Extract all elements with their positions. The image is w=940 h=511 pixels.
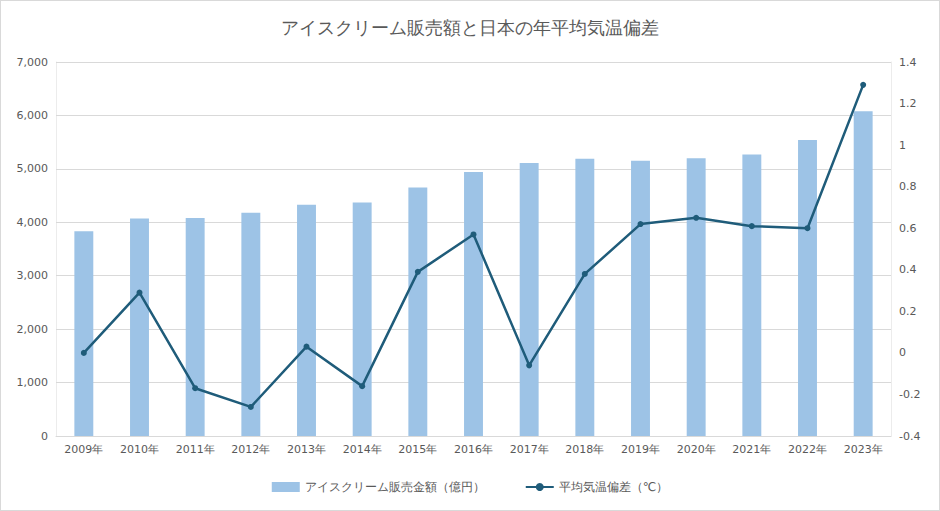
svg-text:2012年: 2012年 <box>231 443 270 456</box>
svg-text:3,000: 3,000 <box>17 269 49 282</box>
svg-text:2020年: 2020年 <box>677 443 716 456</box>
svg-text:0.8: 0.8 <box>899 180 917 193</box>
svg-text:2,000: 2,000 <box>17 323 49 336</box>
svg-text:1.2: 1.2 <box>899 97 917 110</box>
svg-text:2021年: 2021年 <box>732 443 771 456</box>
svg-text:2023年: 2023年 <box>844 443 883 456</box>
svg-text:0.4: 0.4 <box>899 263 917 276</box>
svg-text:2019年: 2019年 <box>621 443 660 456</box>
svg-text:2010年: 2010年 <box>120 443 159 456</box>
svg-text:0.6: 0.6 <box>899 222 917 235</box>
svg-text:1.4: 1.4 <box>899 56 917 69</box>
svg-text:アイスクリーム販売額と日本の年平均気温偏差: アイスクリーム販売額と日本の年平均気温偏差 <box>281 17 659 38</box>
svg-text:2017年: 2017年 <box>510 443 549 456</box>
svg-text:-0.2: -0.2 <box>899 388 920 401</box>
svg-text:0: 0 <box>899 346 906 359</box>
svg-text:2015年: 2015年 <box>398 443 437 456</box>
svg-text:1,000: 1,000 <box>17 376 49 389</box>
svg-text:0.2: 0.2 <box>899 305 917 318</box>
svg-text:2016年: 2016年 <box>454 443 493 456</box>
svg-text:2009年: 2009年 <box>64 443 103 456</box>
svg-text:2013年: 2013年 <box>287 443 326 456</box>
svg-text:4,000: 4,000 <box>17 216 49 229</box>
svg-text:0: 0 <box>41 430 48 443</box>
svg-text:2011年: 2011年 <box>176 443 215 456</box>
svg-text:-0.4: -0.4 <box>899 430 920 443</box>
svg-text:6,000: 6,000 <box>17 109 49 122</box>
svg-text:5,000: 5,000 <box>17 162 49 175</box>
svg-text:2018年: 2018年 <box>565 443 604 456</box>
svg-text:2022年: 2022年 <box>788 443 827 456</box>
svg-text:2014年: 2014年 <box>343 443 382 456</box>
svg-text:7,000: 7,000 <box>17 56 49 69</box>
svg-text:アイスクリーム販売金額（億円）: アイスクリーム販売金額（億円） <box>305 480 485 494</box>
svg-text:平均気温偏差（℃）: 平均気温偏差（℃） <box>559 480 668 494</box>
svg-text:1: 1 <box>899 139 906 152</box>
